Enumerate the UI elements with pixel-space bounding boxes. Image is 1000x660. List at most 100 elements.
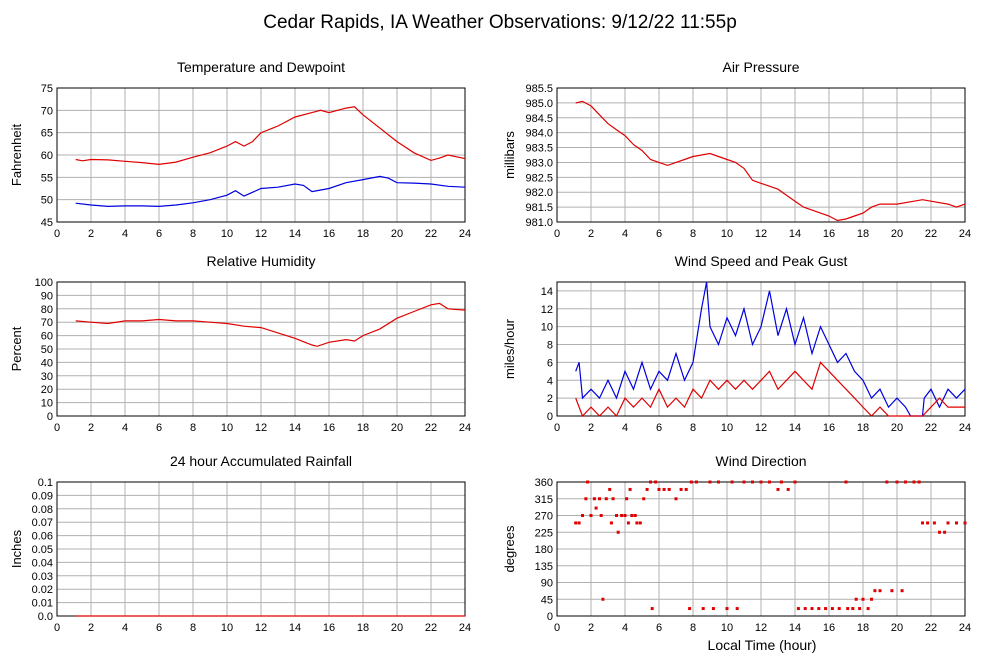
y-tick-label: 0.09 [32,490,53,502]
data-point [581,514,584,517]
series-line-red [575,361,965,418]
x-tick-label: 2 [588,228,594,240]
x-tick-label: 14 [789,228,801,240]
data-point [917,480,921,484]
data-point [796,607,800,611]
data-point [895,480,899,484]
data-point [616,530,620,534]
y-tick-label: 70 [41,317,53,329]
data-point [679,487,683,491]
x-tick-label: 2 [88,622,94,634]
data-point [584,497,588,501]
data-point [689,480,693,484]
plot-frame [556,281,966,417]
plot-frame [56,87,466,223]
data-point [846,607,850,611]
x-tick-label: 0 [554,228,560,240]
x-tick-label: 16 [823,422,835,434]
data-point [609,521,613,525]
x-tick-label: 10 [221,622,233,634]
x-tick-label: 12 [255,228,267,240]
data-point [900,589,904,593]
series-line-red [75,302,466,347]
plot-frame [556,87,966,223]
y-tick-label: 984.0 [525,128,553,140]
data-point [912,480,916,484]
y-tick-label: 100 [35,277,53,289]
y-tick-label: 0.07 [32,517,53,529]
data-point [674,497,678,501]
data-point [688,607,692,611]
y-tick-label: 984.5 [525,113,553,125]
y-tick-label: 315 [535,494,553,506]
x-tick-label: 20 [891,228,903,240]
chart-title: Relative Humidity [207,253,316,269]
data-point [725,607,729,611]
x-tick-label: 10 [721,422,733,434]
x-tick-label: 0 [554,422,560,434]
x-tick-label: 6 [656,228,662,240]
data-point [926,521,930,525]
y-tick-label: 60 [41,150,53,162]
chart-title: Wind Direction [715,453,806,469]
data-point [730,480,734,484]
data-point [633,514,637,517]
y-tick-label: 982.5 [525,172,553,184]
data-point [885,480,889,484]
y-tick-label: 985.0 [525,98,553,110]
x-tick-label: 20 [891,422,903,434]
x-tick-label: 16 [323,622,335,634]
y-tick-label: 0 [547,411,553,423]
chart-title: Air Pressure [722,59,799,75]
x-tick-label: 22 [425,622,437,634]
x-tick-label: 0 [54,228,60,240]
x-tick-label: 14 [289,422,301,434]
data-point [932,521,936,525]
data-point [861,597,865,601]
y-axis-label: millibars [502,131,517,179]
data-point [878,589,882,593]
x-tick-label: 22 [925,228,937,240]
x-tick-label: 12 [755,622,767,634]
y-tick-label: 360 [535,477,553,489]
data-point [751,480,754,484]
data-point [577,521,581,525]
data-point [717,480,720,484]
x-tick-label: 18 [357,622,369,634]
data-point [742,480,746,484]
x-tick-label: 12 [755,228,767,240]
y-tick-label: 4 [547,375,553,387]
y-tick-label: 981.0 [525,217,553,229]
x-tick-label: 24 [459,622,471,634]
x-tick-label: 0 [54,622,60,634]
data-point [817,607,821,611]
data-point [711,607,715,611]
data-point [645,487,649,491]
y-tick-label: 983.0 [525,157,553,169]
data-point [921,521,924,525]
data-point [638,521,642,525]
x-tick-label: 18 [857,228,869,240]
x-tick-label: 0 [554,622,560,634]
data-point [759,480,763,484]
x-tick-label: 4 [122,228,128,240]
x-tick-label: 4 [622,422,628,434]
x-tick-label: 22 [925,622,937,634]
data-point [793,480,797,484]
data-point [649,480,652,484]
x-tick-label: 22 [925,422,937,434]
x-tick-label: 12 [255,622,267,634]
x-tick-label: 16 [823,228,835,240]
y-tick-label: 180 [535,544,553,556]
x-tick-label: 6 [656,622,662,634]
y-tick-label: 270 [535,511,553,523]
x-tick-label: 22 [425,422,437,434]
y-tick-label: 80 [41,304,53,316]
plot-frame [56,281,466,417]
data-point [601,597,605,601]
x-tick-label: 12 [255,422,267,434]
x-tick-label: 4 [122,422,128,434]
data-point [830,607,834,611]
